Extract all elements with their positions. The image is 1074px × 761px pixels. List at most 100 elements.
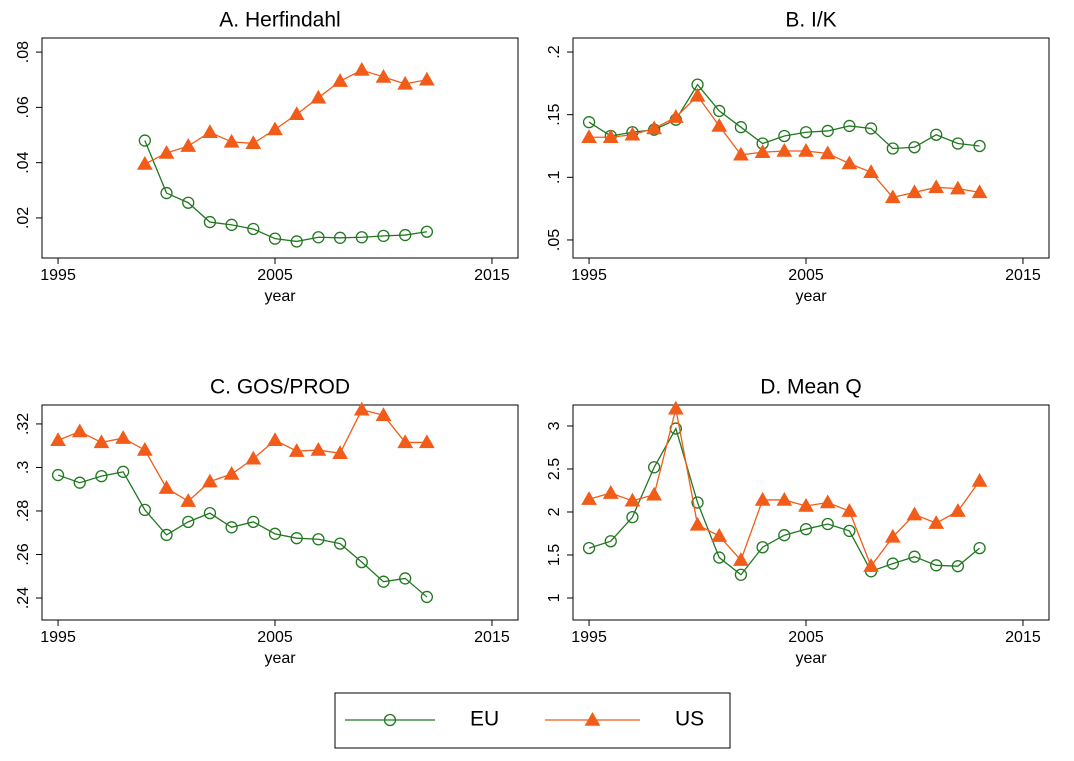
- x-axis-label: year: [795, 650, 827, 667]
- point: [930, 128, 943, 141]
- y-tick-label: .02: [15, 207, 32, 229]
- point: [602, 129, 619, 143]
- y-tick-label: .05: [546, 229, 563, 251]
- point: [158, 144, 175, 159]
- panel: A. Herfindahl 1995 2005 2015 year .02 .04 .06 .0…: [15, 9, 519, 305]
- y-tick-label: .24: [15, 587, 32, 609]
- legend-label: US: [675, 708, 704, 731]
- x-axis-label: year: [264, 288, 296, 305]
- legend-marker: [383, 713, 397, 727]
- point: [602, 485, 619, 499]
- point: [312, 231, 325, 244]
- point: [821, 124, 834, 138]
- point: [884, 189, 901, 204]
- point: [667, 400, 684, 415]
- point: [225, 218, 238, 231]
- point: [756, 541, 769, 554]
- point: [182, 196, 195, 209]
- point: [971, 184, 988, 199]
- point: [582, 541, 596, 555]
- point: [223, 465, 240, 480]
- point: [419, 434, 435, 449]
- point: [312, 533, 325, 546]
- point: [397, 75, 414, 90]
- panel-title: C. GOS/PROD: [210, 376, 350, 399]
- y-tick-label: 2: [546, 507, 563, 516]
- panel-title: B. I/K: [785, 9, 836, 32]
- y-tick-label: .15: [546, 103, 563, 125]
- point: [160, 186, 173, 200]
- plot-area: [572, 404, 1050, 621]
- point: [843, 524, 856, 538]
- point: [841, 155, 858, 170]
- point: [420, 225, 434, 238]
- y-tick-label: 3: [546, 421, 563, 430]
- point: [581, 129, 597, 143]
- x-tick-label: 1995: [40, 267, 76, 284]
- point: [689, 516, 706, 531]
- point: [268, 232, 282, 245]
- point: [353, 401, 370, 416]
- point: [333, 231, 347, 244]
- point: [582, 116, 596, 129]
- point: [604, 535, 617, 548]
- y-tick-label: .3: [15, 461, 32, 474]
- legend-marker: [584, 711, 601, 726]
- series-line: [588, 408, 981, 568]
- point: [754, 144, 771, 159]
- x-axis-label: year: [795, 288, 827, 305]
- point: [136, 156, 153, 170]
- point: [734, 121, 748, 134]
- y-tick-label: .06: [15, 96, 32, 118]
- plot-area: [572, 37, 1050, 259]
- point: [355, 231, 368, 244]
- plot-area: [41, 37, 519, 259]
- point: [863, 558, 879, 572]
- panel: D. Mean Q 1995 2005 2015 year 1 1.5 2 2.5 3: [546, 376, 1050, 667]
- point: [399, 572, 412, 585]
- panel-title: D. Mean Q: [760, 376, 862, 399]
- point: [203, 215, 217, 229]
- y-tick-label: .04: [15, 151, 32, 173]
- point: [908, 141, 921, 154]
- y-tick-label: 2.5: [546, 458, 563, 480]
- point: [310, 89, 327, 104]
- y-tick-label: .2: [546, 45, 563, 58]
- series-line: [588, 83, 980, 150]
- point: [180, 138, 197, 152]
- y-tick-label: 1: [546, 593, 563, 602]
- point: [51, 468, 65, 482]
- point: [906, 506, 923, 521]
- point: [950, 503, 966, 517]
- point: [160, 528, 173, 542]
- point: [624, 492, 641, 507]
- point: [202, 473, 218, 488]
- point: [420, 590, 434, 604]
- point: [928, 179, 945, 194]
- x-tick-label: 2015: [1005, 267, 1041, 284]
- point: [375, 407, 392, 421]
- point: [245, 135, 262, 150]
- point: [310, 442, 327, 456]
- point: [267, 432, 283, 447]
- point: [884, 528, 901, 543]
- point: [951, 560, 965, 573]
- point: [95, 470, 108, 483]
- point: [268, 527, 282, 540]
- point: [247, 222, 260, 236]
- point: [886, 557, 899, 570]
- point: [733, 552, 749, 566]
- point: [355, 555, 368, 569]
- point: [647, 461, 661, 474]
- series-line: [57, 471, 428, 598]
- point: [626, 510, 639, 524]
- point: [950, 180, 966, 195]
- y-tick-label: .08: [15, 41, 32, 63]
- point: [689, 87, 706, 102]
- point: [180, 493, 197, 507]
- point: [581, 491, 597, 505]
- point: [733, 146, 749, 161]
- point: [711, 528, 728, 542]
- point: [841, 503, 858, 517]
- point: [646, 120, 663, 135]
